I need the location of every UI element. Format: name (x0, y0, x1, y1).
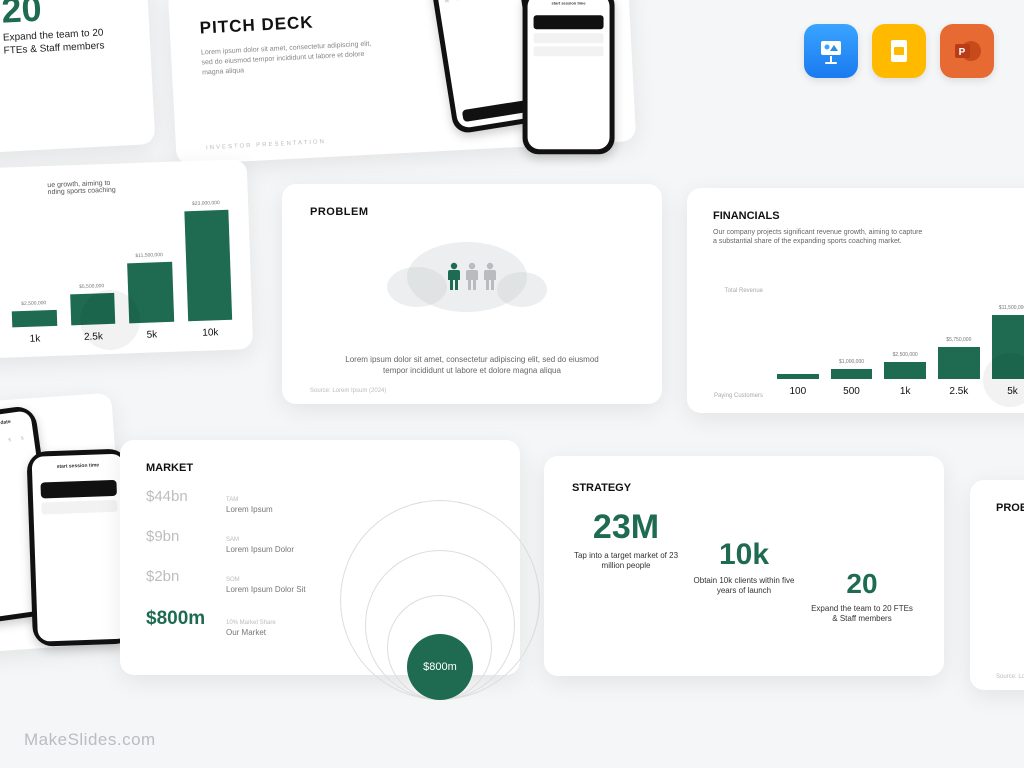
slide-financials: FINANCIALS Our company projects signific… (687, 188, 1024, 413)
fin-desc: Our company projects significant revenue… (713, 228, 923, 246)
fin-title: FINANCIALS (713, 210, 1024, 222)
powerpoint-icon: P (940, 24, 994, 78)
app-format-icons: P (804, 24, 994, 78)
person-icon (465, 262, 479, 290)
slide-problem: PROBLEM Lorem ipsum dolor sit amet, cons… (282, 184, 662, 404)
person-icon (483, 262, 497, 290)
problem-source: Source: Lorem Ipsum (2024) (310, 388, 386, 394)
slide-kpi-expand: k s within nch 20 Expand the team to 20 … (0, 0, 155, 156)
people-icons (447, 262, 497, 290)
person-icon (447, 262, 461, 290)
y-axis-label: Total Revenue (713, 288, 763, 294)
bar: $23,000,00010k (184, 210, 232, 321)
svg-text:P: P (959, 47, 966, 58)
keynote-icon (804, 24, 858, 78)
bar: $5,750,0002.5k (938, 347, 980, 379)
market-title: MARKET (146, 462, 494, 474)
x-axis-label: Paying Customers (713, 393, 763, 399)
problem2-title: PROBLEM (996, 502, 1024, 514)
fin-bar-chart: 100 $1,000,000500 $2,500,0001k $5,750,0002.… (777, 264, 1024, 379)
bar: $2,500,0001k (12, 309, 57, 327)
slide-strategy: STRATEGY 23MTap into a target market of … (544, 456, 944, 676)
slide-pitch-deck: PITCH DECK Lorem ipsum dolor sit amet, c… (168, 0, 637, 165)
bar: 100 (777, 374, 819, 379)
problem-title: PROBLEM (310, 206, 634, 218)
slide-phone-preview: Select start session date MTWTFSS start … (0, 393, 128, 658)
market-core: $800m (407, 634, 473, 700)
kpi-caption: Expand the team to 20 FTEs & Staff membe… (3, 26, 114, 58)
bar: $2,500,0001k (884, 362, 926, 379)
strategy-stat: 23MTap into a target market of 23 millio… (572, 508, 680, 572)
strategy-stat: 20Expand the team to 20 FTEs & Staff mem… (808, 568, 916, 625)
watermark: MakeSlides.com (24, 730, 156, 750)
phone-mockups: Select start session date May 2024 MTWTF… (417, 0, 626, 137)
problem2-source: Source: Lorem Ipsum (2024) (996, 674, 1024, 680)
slide-market: MARKET $44bnTAMLorem Ipsum$9bnSAMLorem I… (120, 440, 520, 675)
strategy-stats: 23MTap into a target market of 23 millio… (572, 508, 916, 625)
problem-body: Lorem ipsum dolor sit amet, consectetur … (342, 354, 602, 376)
strategy-stat: 10kObtain 10k clients within five years … (690, 538, 798, 597)
slide-barchart-partial: ue growth, aiming to nding sports coachi… (0, 159, 253, 361)
bar: $1,000,000500 (831, 369, 873, 379)
market-circles: $800m (340, 480, 560, 680)
slide-problem-cut: PROBLEM Source: Lorem Ipsum (2024) (970, 480, 1024, 690)
strategy-title: STRATEGY (572, 482, 916, 494)
barchart-desc: ue growth, aiming to nding sports coachi… (47, 176, 227, 196)
pitch-body: Lorem ipsum dolor sit amet, consectetur … (201, 39, 382, 78)
google-slides-icon (872, 24, 926, 78)
